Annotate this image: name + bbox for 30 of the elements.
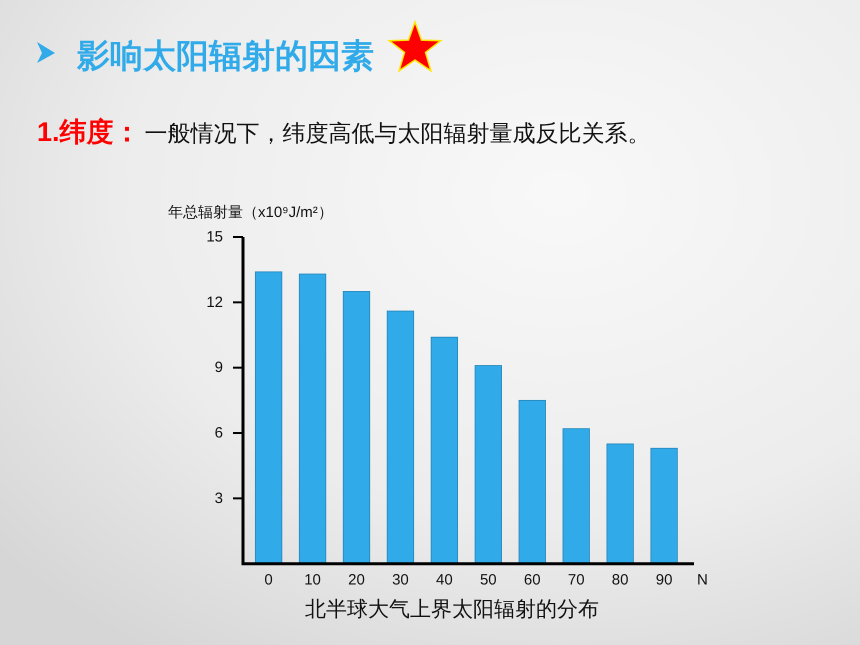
bar: [386, 310, 414, 564]
x-tick-label: 50: [480, 572, 497, 588]
y-tick-label: 6: [214, 424, 223, 442]
y-tick-label: 3: [214, 490, 223, 507]
bar: [430, 336, 458, 564]
bar: [342, 291, 370, 564]
bar: [474, 365, 502, 564]
y-tick-label: 9: [214, 359, 223, 376]
bar: [562, 428, 590, 564]
bar: [606, 444, 634, 564]
bar: [254, 271, 282, 564]
bar: [650, 448, 678, 564]
x-tick-label: 80: [612, 572, 628, 588]
x-tick-label: 70: [568, 572, 585, 588]
chart-subtitle: 1.纬度：一般情况下，纬度高低与太阳辐射量成反比关系。: [37, 117, 651, 147]
x-tick-label: 40: [436, 572, 453, 588]
chart-title: 影响太阳辐射的因素: [76, 37, 374, 74]
y-tick-label: 12: [206, 294, 223, 311]
x-tick-label: 10: [304, 572, 321, 588]
x-tick-label: 0: [264, 572, 273, 588]
x-axis-title: N: [697, 572, 708, 588]
y-tick-label: 15: [206, 228, 223, 246]
y-axis-title: 年总辐射量（x10⁹J/m²）: [168, 204, 333, 221]
text: 北半球大气上界太阳辐射的分布: [305, 598, 599, 621]
bar: [518, 400, 546, 564]
x-tick-label: 60: [524, 572, 541, 588]
x-tick-label: 90: [656, 572, 672, 588]
x-tick-label: 30: [392, 572, 409, 588]
x-tick-label: 20: [348, 572, 365, 588]
bar: [298, 274, 326, 564]
